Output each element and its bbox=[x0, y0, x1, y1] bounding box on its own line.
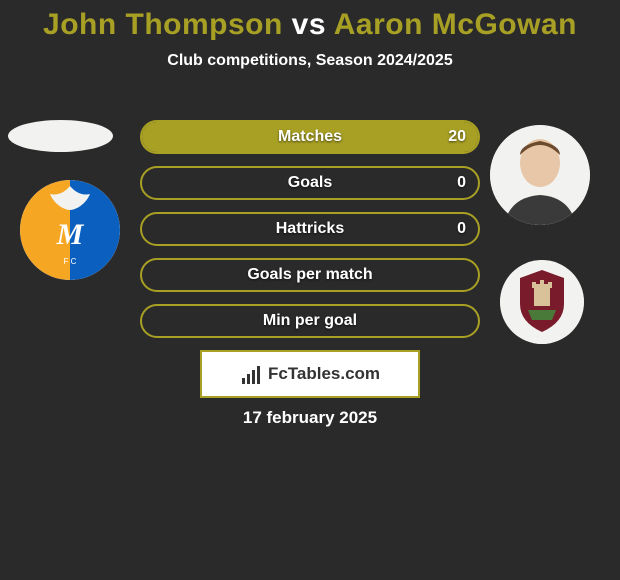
stat-label: Min per goal bbox=[263, 312, 357, 330]
stat-value-right: 0 bbox=[457, 214, 466, 244]
stat-label: Matches bbox=[278, 128, 342, 146]
shield-icon bbox=[500, 260, 584, 344]
stat-value-right: 0 bbox=[457, 168, 466, 198]
player-left-club-badge: M F C bbox=[20, 180, 120, 280]
player-left-avatar bbox=[8, 120, 113, 152]
person-icon bbox=[490, 125, 590, 225]
snapshot-date: 17 february 2025 bbox=[0, 408, 620, 428]
stat-value-right: 20 bbox=[448, 122, 466, 152]
stat-row: Hattricks 0 bbox=[140, 212, 480, 246]
stat-label: Goals bbox=[288, 174, 332, 192]
bar-chart-icon bbox=[240, 364, 262, 384]
player-right-club-badge bbox=[500, 260, 584, 344]
stat-row: Goals 0 bbox=[140, 166, 480, 200]
stat-row: Min per goal bbox=[140, 304, 480, 338]
stat-label: Goals per match bbox=[247, 266, 372, 284]
stat-row: Goals per match bbox=[140, 258, 480, 292]
title-vs: vs bbox=[283, 8, 334, 41]
player-right-avatar bbox=[490, 125, 590, 225]
title-player-left: John Thompson bbox=[43, 8, 283, 41]
svg-text:F C: F C bbox=[64, 257, 77, 266]
shield-icon: M F C bbox=[20, 180, 120, 280]
comparison-subtitle: Club competitions, Season 2024/2025 bbox=[0, 52, 620, 70]
comparison-title: John Thompson vs Aaron McGowan bbox=[0, 0, 620, 42]
svg-text:M: M bbox=[56, 218, 85, 251]
title-player-right: Aaron McGowan bbox=[334, 8, 577, 41]
branding-badge: FcTables.com bbox=[200, 350, 420, 398]
stat-row: Matches 20 bbox=[140, 120, 480, 154]
stat-label: Hattricks bbox=[276, 220, 344, 238]
stats-comparison: Matches 20 Goals 0 Hattricks 0 Goals per match… bbox=[140, 120, 480, 350]
branding-text: FcTables.com bbox=[268, 364, 380, 384]
